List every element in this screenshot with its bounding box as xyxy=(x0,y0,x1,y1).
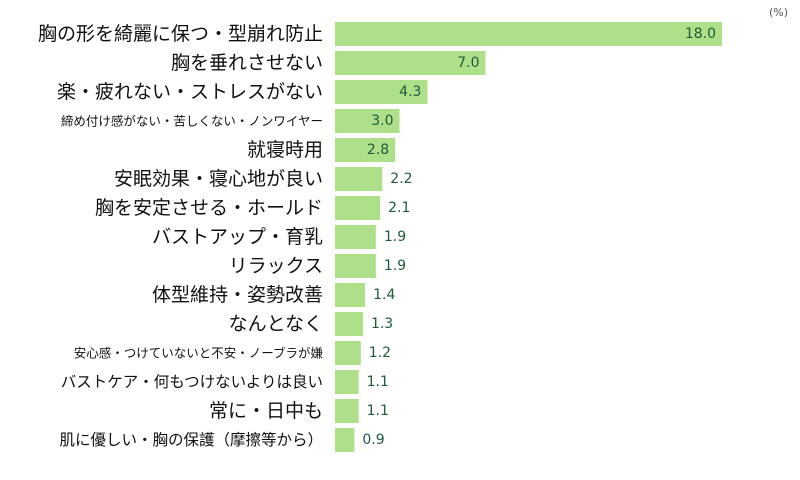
bar xyxy=(335,312,363,336)
value-label: 2.8 xyxy=(367,142,389,158)
category-label: 胸を垂れさせない xyxy=(171,52,323,74)
category-label: 常に・日中も xyxy=(209,400,323,422)
unit-label: (%) xyxy=(769,6,788,19)
value-label: 1.3 xyxy=(371,316,393,332)
bar xyxy=(335,283,366,307)
value-label: 0.9 xyxy=(362,432,384,448)
value-label: 2.1 xyxy=(388,200,410,216)
value-label: 1.4 xyxy=(373,287,395,303)
bar xyxy=(335,138,396,162)
category-label: 体型維持・姿勢改善 xyxy=(152,284,323,306)
value-label: 2.2 xyxy=(390,171,412,187)
value-label: 1.1 xyxy=(367,403,389,419)
bar xyxy=(335,370,359,394)
bar xyxy=(335,428,355,452)
bar xyxy=(335,341,361,365)
bar xyxy=(335,254,376,278)
value-label: 1.2 xyxy=(369,345,391,361)
value-label: 1.1 xyxy=(367,374,389,390)
category-label: 肌に優しい・胸の保護（摩擦等から） xyxy=(59,431,323,449)
bar xyxy=(335,22,722,46)
category-label: バストアップ・育乳 xyxy=(152,226,323,248)
category-label: 安心感・つけていないと不安・ノーブラが嫌 xyxy=(74,346,323,361)
value-labels-group: 18.0 7.0 4.3 3.0 2.82.2 2.1 1.9 1.9 1.4 1.3 1.2 1.1… xyxy=(362,26,716,448)
bars-group xyxy=(335,22,722,452)
category-label: 安眠効果・寝心地が良い xyxy=(114,168,323,190)
category-label: 就寝時用 xyxy=(247,139,323,161)
category-label: 胸の形を綺麗に保つ・型崩れ防止 xyxy=(38,23,323,45)
bar xyxy=(335,225,376,249)
value-label: 3.0 xyxy=(371,113,393,129)
value-label: 4.3 xyxy=(399,84,421,100)
bar xyxy=(335,109,400,133)
category-label: 締め付け感がない・苦しくない・ノンワイヤー xyxy=(61,114,323,129)
category-label: バストケア・何もつけないよりは良い xyxy=(61,373,323,391)
bar xyxy=(335,80,428,104)
bar xyxy=(335,51,486,75)
category-label: 楽・疲れない・ストレスがない xyxy=(57,81,323,103)
value-label: 1.9 xyxy=(384,229,406,245)
category-labels-group: 胸の形を綺麗に保つ・型崩れ防止胸を垂れさせない楽・疲れない・ストレスがない締め付… xyxy=(38,23,323,449)
value-label: 1.9 xyxy=(384,258,406,274)
bar xyxy=(335,196,381,220)
value-label: 18.0 xyxy=(685,26,716,42)
category-label: なんとなく xyxy=(229,313,323,335)
value-label: 7.0 xyxy=(457,55,479,71)
bar xyxy=(335,167,383,191)
bar xyxy=(335,399,359,423)
category-label: 胸を安定させる・ホールド xyxy=(95,197,323,219)
category-label: リラックス xyxy=(229,255,323,277)
